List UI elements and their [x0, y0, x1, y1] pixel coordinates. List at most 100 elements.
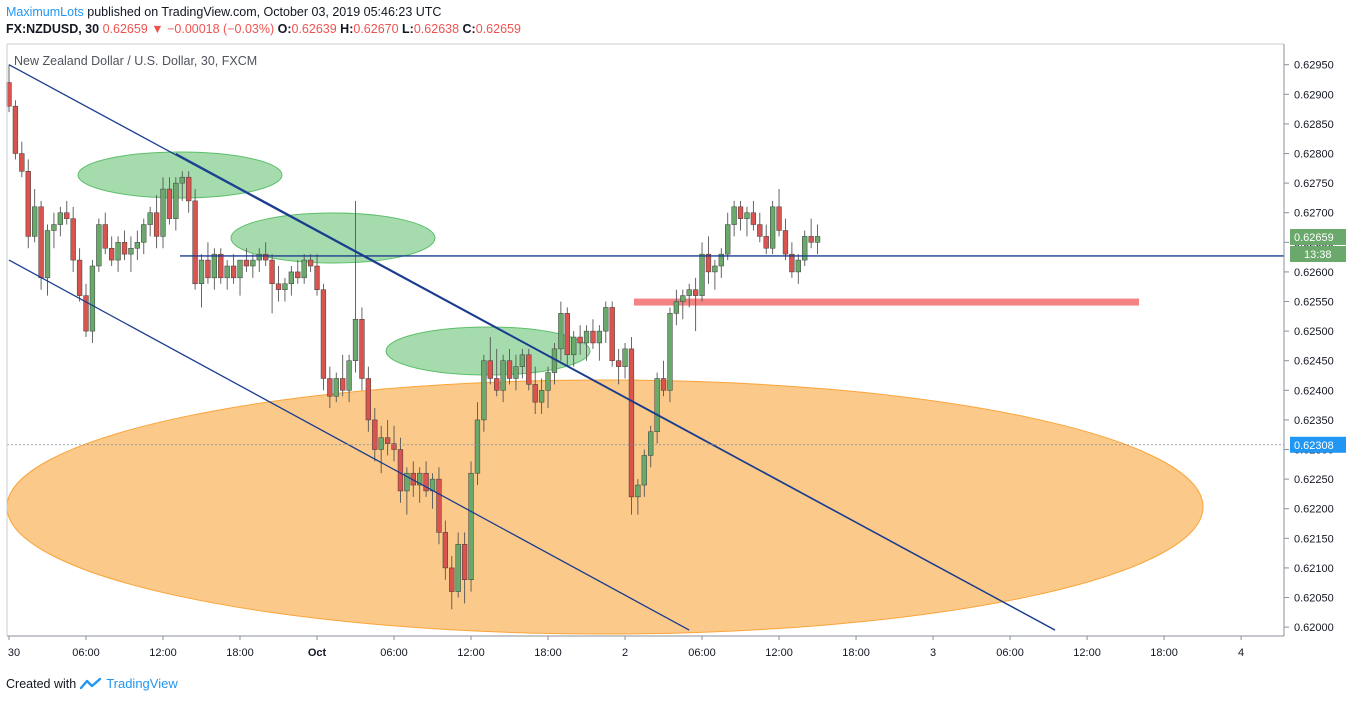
candle-body[interactable] — [667, 313, 673, 391]
candle-body[interactable] — [397, 449, 404, 492]
candle-body[interactable] — [622, 348, 628, 367]
candle-body[interactable] — [250, 259, 256, 267]
candle-body[interactable] — [102, 224, 108, 249]
candle-body[interactable] — [494, 378, 500, 391]
candle-body[interactable] — [166, 188, 173, 219]
candle-body[interactable] — [814, 236, 821, 243]
candle-body[interactable] — [802, 236, 808, 261]
candle-body[interactable] — [449, 567, 455, 592]
candle-body[interactable] — [782, 230, 789, 255]
candle-body[interactable] — [532, 384, 538, 403]
candle-body[interactable] — [628, 348, 635, 498]
candle-body[interactable] — [635, 484, 641, 498]
candle-body[interactable] — [757, 224, 763, 237]
candle-body[interactable] — [115, 242, 121, 261]
candle-body[interactable] — [192, 200, 198, 285]
candle-body[interactable] — [89, 265, 96, 332]
candle-body[interactable] — [436, 478, 442, 533]
candle-body[interactable] — [603, 307, 609, 332]
candle-body[interactable] — [83, 295, 89, 332]
candle-body[interactable] — [109, 247, 115, 261]
candle-body[interactable] — [134, 242, 140, 249]
candle-body[interactable] — [590, 330, 596, 344]
candle-body[interactable] — [769, 206, 776, 249]
candle-body[interactable] — [609, 307, 615, 361]
candle-body[interactable] — [474, 419, 481, 474]
candle-body[interactable] — [744, 212, 750, 219]
author-link[interactable]: MaximumLots — [6, 5, 84, 19]
candle-body[interactable] — [692, 289, 699, 296]
candle-body[interactable] — [198, 259, 205, 285]
candle-body[interactable] — [519, 354, 526, 367]
candle-body[interactable] — [654, 378, 660, 433]
candle-body[interactable] — [333, 378, 339, 397]
candle-body[interactable] — [442, 532, 449, 569]
candle-body[interactable] — [70, 218, 76, 261]
candle-body[interactable] — [648, 431, 654, 456]
candle-body[interactable] — [307, 259, 314, 267]
candle-body[interactable] — [699, 253, 705, 296]
candle-body[interactable] — [763, 236, 769, 249]
candle-body[interactable] — [38, 206, 44, 279]
candle-body[interactable] — [211, 253, 217, 279]
candle-body[interactable] — [718, 253, 724, 267]
candle-body[interactable] — [596, 330, 603, 344]
candle-body[interactable] — [327, 378, 333, 397]
candle-body[interactable] — [417, 472, 423, 486]
candle-body[interactable] — [282, 283, 288, 290]
candle-body[interactable] — [808, 236, 814, 243]
candle-body[interactable] — [526, 354, 532, 385]
candle-body[interactable] — [571, 336, 577, 356]
candle-body[interactable] — [160, 188, 166, 237]
candle-body[interactable] — [237, 259, 243, 279]
candle-body[interactable] — [577, 336, 583, 344]
candle-body[interactable] — [64, 212, 70, 219]
candle-body[interactable] — [500, 360, 506, 391]
candle-body[interactable] — [141, 224, 147, 243]
candle-body[interactable] — [275, 283, 282, 290]
candle-body[interactable] — [725, 224, 731, 255]
candle-body[interactable] — [506, 360, 513, 379]
candle-body[interactable] — [776, 206, 782, 231]
candle-body[interactable] — [705, 253, 712, 273]
candle-body[interactable] — [359, 319, 365, 379]
candle-body[interactable] — [314, 265, 320, 290]
candle-body[interactable] — [269, 259, 275, 285]
candle-body[interactable] — [481, 360, 487, 421]
candle-body[interactable] — [615, 360, 622, 367]
candle-body[interactable] — [545, 372, 551, 391]
candle-body[interactable] — [230, 265, 237, 279]
candle-body[interactable] — [301, 259, 307, 279]
trend-line-mid[interactable] — [175, 152, 1056, 631]
candle-body[interactable] — [96, 224, 102, 267]
candle-body[interactable] — [57, 212, 63, 225]
candle-body[interactable] — [795, 259, 801, 273]
candle-body[interactable] — [558, 313, 564, 350]
candle-body[interactable] — [179, 176, 185, 184]
candle-body[interactable] — [263, 253, 269, 261]
candle-body[interactable] — [583, 330, 590, 344]
candle-body[interactable] — [320, 289, 327, 379]
candle-body[interactable] — [218, 253, 224, 279]
candle-body[interactable] — [12, 105, 19, 154]
tradingview-brand-link[interactable]: TradingView — [106, 676, 178, 691]
candle-body[interactable] — [641, 455, 647, 486]
candle-body[interactable] — [680, 295, 686, 302]
candle-body[interactable] — [564, 313, 570, 356]
candle-body[interactable] — [660, 378, 667, 391]
candle-body[interactable] — [423, 472, 429, 492]
candle-body[interactable] — [224, 265, 230, 279]
candle-body[interactable] — [712, 265, 718, 273]
candle-body[interactable] — [32, 206, 38, 237]
candle-body[interactable] — [352, 319, 359, 361]
candle-body[interactable] — [391, 443, 397, 450]
candle-body[interactable] — [384, 437, 391, 444]
candle-body[interactable] — [455, 543, 461, 592]
candle-body[interactable] — [737, 206, 744, 219]
candle-body[interactable] — [44, 230, 51, 279]
candle-body[interactable] — [513, 366, 519, 379]
candle-body[interactable] — [404, 472, 410, 492]
candle-body[interactable] — [173, 182, 179, 219]
candle-body[interactable] — [673, 301, 680, 314]
candle-body[interactable] — [19, 153, 25, 172]
